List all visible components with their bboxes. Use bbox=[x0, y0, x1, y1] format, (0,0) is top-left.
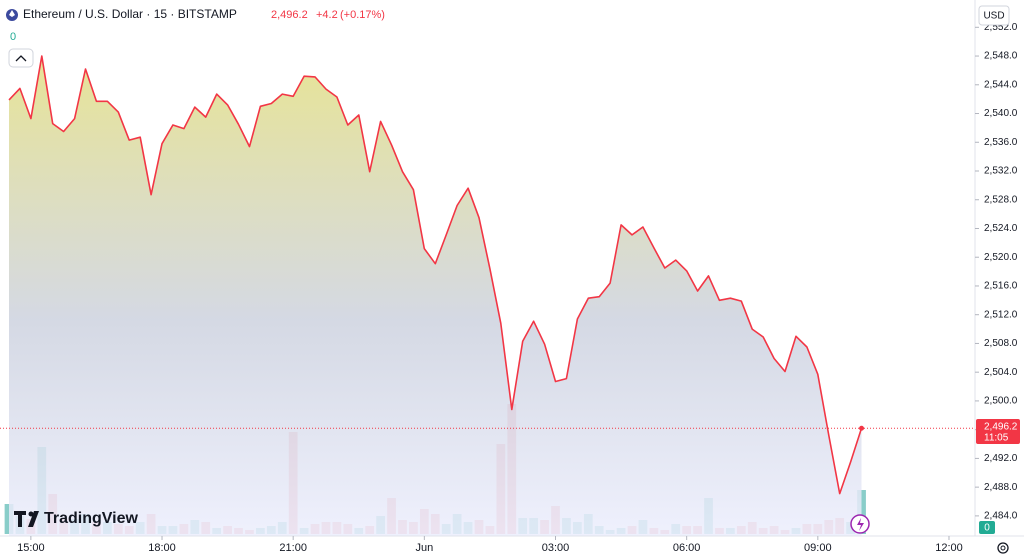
price-area bbox=[9, 56, 862, 536]
header-volume: 0 bbox=[10, 31, 16, 43]
x-tick-label: 03:00 bbox=[542, 542, 570, 554]
x-tick-label: 15:00 bbox=[17, 542, 45, 554]
currency-button[interactable] bbox=[978, 5, 1010, 26]
x-tick-label: 06:00 bbox=[673, 542, 701, 554]
y-tick-label: 2,484.0 bbox=[984, 511, 1018, 522]
settings-icon bbox=[1000, 545, 1006, 551]
y-tick-label: 2,488.0 bbox=[984, 482, 1018, 493]
header-change: +4.2 bbox=[316, 9, 338, 21]
y-tick-label: 2,528.0 bbox=[984, 194, 1018, 205]
price-line bbox=[8, 55, 863, 495]
logo-mark bbox=[28, 511, 34, 517]
settings-button[interactable] bbox=[997, 542, 1009, 554]
y-tick-label: 2,500.0 bbox=[984, 396, 1018, 407]
header-price: 2,496.2 bbox=[271, 9, 308, 21]
y-tick-label: 2,492.0 bbox=[984, 453, 1018, 464]
y-tick-label: 2,552.0 bbox=[984, 22, 1018, 33]
logo-text: TradingView bbox=[44, 510, 139, 527]
currency-label: USD bbox=[983, 11, 1004, 22]
symbol-icon bbox=[9, 10, 15, 17]
x-tick-label: 09:00 bbox=[804, 542, 832, 554]
last-price-dot bbox=[859, 425, 865, 431]
volume-label: 0 bbox=[984, 523, 990, 534]
y-tick-label: 2,512.0 bbox=[984, 309, 1018, 320]
y-tick-label: 2,508.0 bbox=[984, 338, 1018, 349]
countdown-label: 11:05 bbox=[984, 433, 1009, 444]
y-tick-label: 2,540.0 bbox=[984, 108, 1018, 119]
x-tick-label: Jun bbox=[415, 542, 433, 554]
last-price-label: 2,496.2 bbox=[984, 422, 1018, 433]
header-change-pct: (+0.17%) bbox=[340, 9, 385, 21]
lightning-icon bbox=[857, 518, 864, 531]
y-tick-label: 2,516.0 bbox=[984, 281, 1018, 292]
x-tick-label: 18:00 bbox=[148, 542, 176, 554]
volume-bar bbox=[857, 490, 866, 534]
time-axis: 15:00 18:00 21:00 Jun 03:00 06:00 09:00 12:00 bbox=[17, 536, 963, 554]
y-tick-label: 2,524.0 bbox=[984, 223, 1018, 234]
x-tick-label: 12:00 bbox=[935, 542, 963, 554]
y-tick-label: 2,544.0 bbox=[984, 79, 1018, 90]
volume-badge bbox=[979, 521, 995, 534]
last-price-badge bbox=[976, 419, 1020, 444]
symbol-title: Ethereum / U.S. Dollar · 15 · BITSTAMP bbox=[23, 7, 237, 21]
plot-area bbox=[0, 55, 975, 536]
collapse-button[interactable] bbox=[8, 48, 34, 68]
y-tick-label: 2,532.0 bbox=[984, 166, 1018, 177]
x-tick-label: 21:00 bbox=[279, 542, 307, 554]
y-tick-label: 2,536.0 bbox=[984, 137, 1018, 148]
y-tick-label: 2,504.0 bbox=[984, 367, 1018, 378]
y-tick-label: 2,548.0 bbox=[984, 51, 1018, 62]
y-tick-label: 2,520.0 bbox=[984, 252, 1018, 263]
chevron-icon bbox=[15, 55, 27, 62]
